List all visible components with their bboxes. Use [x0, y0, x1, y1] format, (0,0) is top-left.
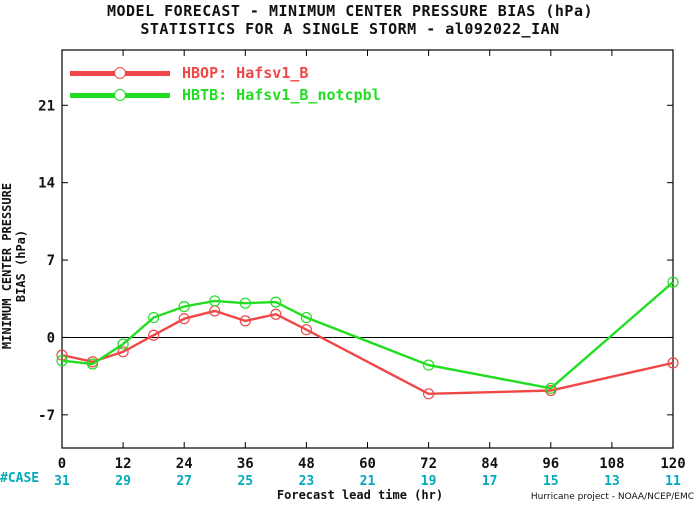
y-tick-label: 7 [47, 253, 55, 269]
x-tick-label: 60 [359, 456, 376, 472]
legend-label-hbop: HBOP: Hafsv1_B [182, 64, 309, 82]
case-count: 27 [176, 474, 192, 489]
legend-marker-hbtb [114, 89, 126, 101]
data-point-1 [300, 311, 312, 324]
data-point-1 [423, 359, 435, 371]
y-tick-label: 21 [38, 98, 55, 114]
x-tick-label: 24 [176, 456, 193, 472]
case-count: 15 [543, 474, 559, 489]
data-point-1 [148, 311, 160, 324]
series-line-0 [61, 309, 674, 396]
y-tick-label: -7 [38, 408, 55, 424]
case-count: 17 [482, 474, 498, 489]
case-count: 23 [299, 474, 315, 489]
x-axis-label: Forecast lead time (hr) [276, 488, 444, 502]
data-point-1 [117, 338, 129, 350]
case-count: 11 [665, 474, 681, 489]
x-tick-label: 12 [115, 456, 132, 472]
data-point-1 [667, 276, 679, 288]
case-count: 13 [604, 474, 620, 489]
series-line-1 [61, 281, 674, 390]
case-count: 25 [237, 474, 253, 489]
case-label: #CASE [0, 471, 40, 486]
data-point-0 [117, 346, 129, 358]
y-tick-label: 0 [47, 330, 55, 346]
data-point-0 [270, 308, 282, 320]
legend-marker-hbop [114, 67, 126, 79]
data-point-0 [300, 324, 312, 336]
x-tick-label: 108 [599, 456, 624, 472]
legend-label-hbtb: HBTB: Hafsv1_B_notcpbl [182, 86, 381, 104]
data-point-0 [148, 329, 160, 341]
chart-title-line1: MODEL FORECAST - MINIMUM CENTER PRESSURE… [106, 2, 594, 20]
case-count: 19 [421, 474, 437, 489]
x-tick-label: 120 [660, 456, 685, 472]
data-point-1 [545, 382, 557, 394]
plot-frame [61, 49, 674, 449]
case-count: 31 [54, 474, 70, 489]
data-point-0 [667, 357, 679, 369]
credit-text: Hurricane project - NOAA/NCEP/EMC [530, 492, 694, 502]
data-point-1 [270, 296, 282, 308]
x-tick-label: 36 [237, 456, 254, 472]
data-point-0 [239, 315, 251, 327]
x-tick-label: 0 [58, 456, 66, 472]
data-point-1 [239, 297, 251, 309]
x-tick-label: 96 [542, 456, 559, 472]
data-point-1 [178, 300, 190, 313]
data-point-0 [178, 313, 190, 325]
x-tick-label: 84 [481, 456, 498, 472]
x-tick-label: 72 [420, 456, 437, 472]
data-point-0 [56, 349, 68, 361]
data-point-1 [56, 355, 68, 367]
x-tick-label: 48 [298, 456, 315, 472]
case-count: 21 [360, 474, 376, 489]
y-axis-label: MINIMUM CENTER PRESSURE BIAS (hPa) [0, 182, 28, 350]
chart-title-line2: STATISTICS FOR A SINGLE STORM - al092022… [140, 20, 560, 38]
data-point-1 [86, 358, 99, 370]
case-count: 29 [115, 474, 131, 489]
y-tick-label: 14 [38, 176, 55, 192]
data-point-1 [209, 295, 221, 307]
data-point-0 [423, 388, 435, 400]
